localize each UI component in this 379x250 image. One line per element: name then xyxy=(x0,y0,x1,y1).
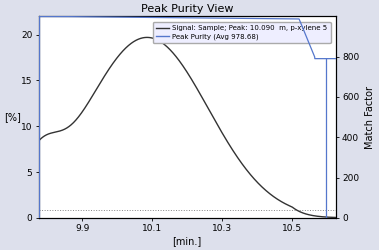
Title: Peak Purity View: Peak Purity View xyxy=(141,4,233,14)
Legend: Signal: Sample; Peak: 10.090  m, p-xylene 5, Peak Purity (Avg 978.68): Signal: Sample; Peak: 10.090 m, p-xylene… xyxy=(153,22,331,43)
Y-axis label: [%]: [%] xyxy=(4,112,21,122)
Y-axis label: Match Factor: Match Factor xyxy=(365,86,375,148)
X-axis label: [min.]: [min.] xyxy=(172,236,202,246)
